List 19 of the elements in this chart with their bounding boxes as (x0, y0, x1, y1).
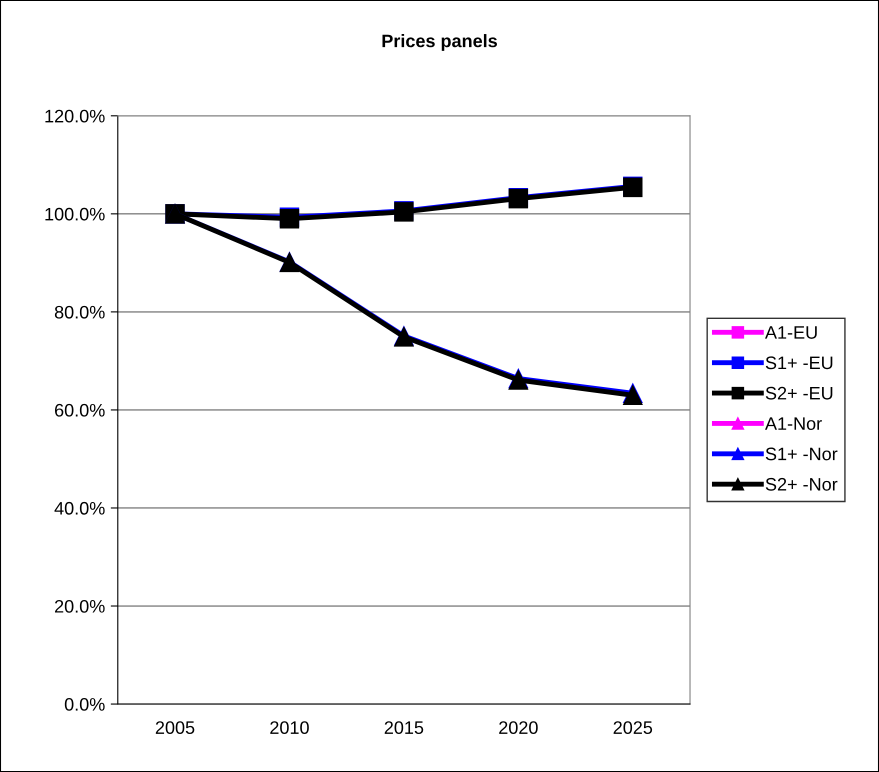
x-tick-label: 2005 (156, 721, 194, 734)
legend-label: A1-EU (764, 326, 817, 339)
x-tick-label: 2015 (384, 721, 424, 734)
legend-label: S1+ -EU (766, 356, 832, 370)
y-tick-label: 20.0% (55, 600, 105, 613)
y-tick-label: 80.0% (54, 306, 105, 319)
legend-label: S2+ -Nor (766, 478, 838, 491)
y-tick-label: 120.0% (45, 110, 105, 123)
x-tick-label: 2025 (614, 721, 652, 734)
y-tick-label: 60.0% (55, 404, 105, 417)
chart-title: Prices panels (382, 34, 497, 51)
y-tick-label: 40.0% (54, 502, 105, 515)
x-tick-label: 2010 (270, 721, 309, 734)
legend-label: A1-Nor (764, 417, 822, 430)
y-tick-label: 100.0% (45, 208, 105, 221)
x-tick-label: 2020 (499, 721, 538, 734)
legend-label: S1+ -Nor (766, 448, 838, 460)
y-tick-label: 0.0% (64, 698, 105, 711)
legend-label: S2+ -EU (766, 386, 832, 400)
